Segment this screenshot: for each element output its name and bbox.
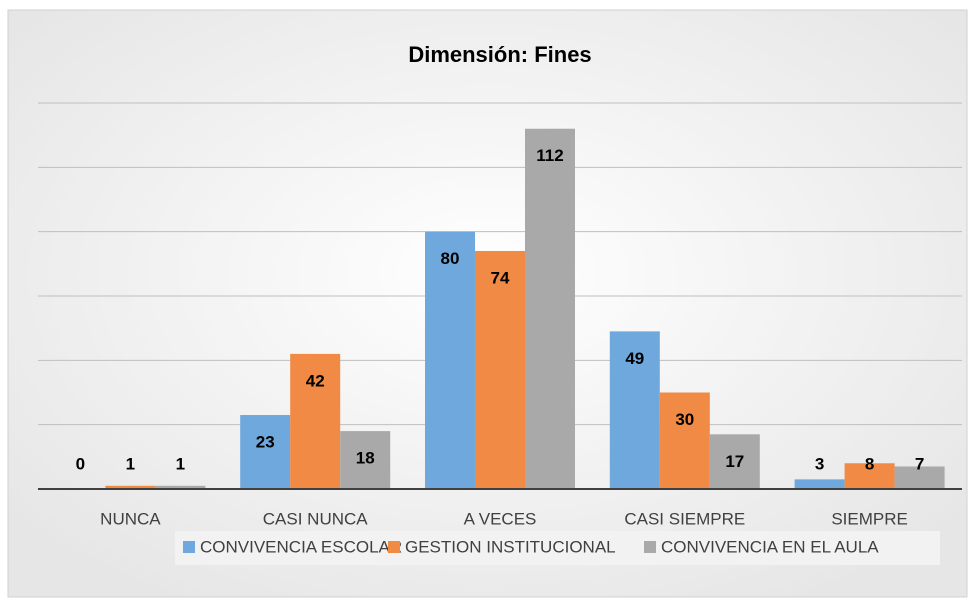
data-label: 23 xyxy=(256,433,275,452)
bar xyxy=(794,479,845,489)
data-label: 8 xyxy=(865,454,874,473)
bar xyxy=(105,485,156,489)
data-label: 42 xyxy=(306,371,325,390)
bar xyxy=(155,485,206,489)
bar xyxy=(709,434,760,489)
x-tick-label: NUNCA xyxy=(100,509,161,528)
chart-title: Dimensión: Fines xyxy=(408,42,591,67)
bar xyxy=(659,392,710,489)
data-label: 30 xyxy=(675,410,694,429)
data-label: 112 xyxy=(536,146,563,165)
x-tick-label: A VECES xyxy=(464,509,537,528)
legend-label: CONVIVENCIA ESCOLAR xyxy=(200,537,402,556)
bar xyxy=(290,353,341,489)
bar xyxy=(894,466,945,489)
x-tick-label: CASI NUNCA xyxy=(263,509,369,528)
data-label: 49 xyxy=(625,349,644,368)
legend-box xyxy=(175,531,940,565)
bar xyxy=(844,463,895,489)
data-label: 74 xyxy=(491,268,510,287)
data-label: 1 xyxy=(126,454,135,473)
legend-swatch xyxy=(388,541,400,553)
x-tick-label: CASI SIEMPRE xyxy=(624,509,745,528)
data-label: 18 xyxy=(356,449,375,468)
bar xyxy=(525,128,575,489)
x-tick-label: SIEMPRE xyxy=(831,509,908,528)
legend-label: GESTION INSTITUCIONAL xyxy=(405,537,616,556)
legend-swatch xyxy=(183,541,195,553)
data-label: 0 xyxy=(76,454,85,473)
bar xyxy=(340,431,391,489)
legend-swatch xyxy=(644,541,656,553)
data-label: 80 xyxy=(441,249,460,268)
data-label: 1 xyxy=(176,454,185,473)
data-label: 7 xyxy=(915,454,924,473)
bar xyxy=(425,231,475,489)
bar xyxy=(475,250,525,489)
data-label: 3 xyxy=(815,454,824,473)
data-label: 17 xyxy=(725,452,744,471)
legend-label: CONVIVENCIA EN EL AULA xyxy=(661,537,879,556)
bar xyxy=(240,415,291,489)
bar xyxy=(609,331,660,489)
